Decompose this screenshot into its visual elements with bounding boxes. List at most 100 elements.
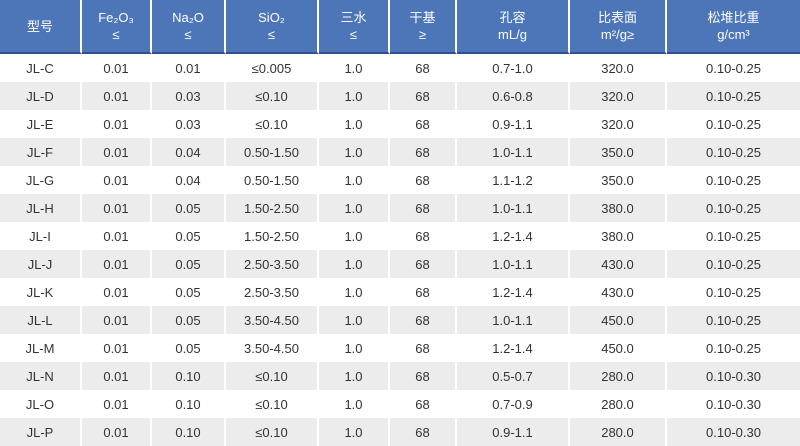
cell-surface-area: 380.0 [570, 194, 667, 222]
cell-surface-area: 320.0 [570, 110, 667, 138]
cell-na2o: 0.05 [152, 194, 226, 222]
table-row: JL-K 0.01 0.05 2.50-3.50 1.0 68 1.2-1.4 … [0, 278, 800, 306]
cell-na2o: 0.10 [152, 390, 226, 418]
cell-model: JL-K [0, 278, 82, 306]
cell-fe2o3: 0.01 [82, 362, 152, 390]
col-header-model: 型号 [0, 0, 82, 54]
cell-surface-area: 280.0 [570, 390, 667, 418]
cell-surface-area: 280.0 [570, 418, 667, 446]
table-row: JL-D 0.01 0.03 ≤0.10 1.0 68 0.6-0.8 320.… [0, 82, 800, 110]
cell-model: JL-J [0, 250, 82, 278]
header-unit: ≤ [112, 27, 120, 42]
cell-pore-volume: 1.2-1.4 [457, 334, 570, 362]
cell-bulk-density: 0.10-0.25 [706, 88, 761, 104]
cell-bulk-density: 0.10-0.25 [706, 200, 761, 216]
cell-model: JL-G [0, 166, 82, 194]
cell-dry-basis: 68 [390, 278, 457, 306]
cell-dry-basis: 68 [390, 418, 457, 446]
cell-trihydrate: 1.0 [319, 250, 390, 278]
cell-sio2: 2.50-3.50 [226, 278, 319, 306]
cell-trihydrate: 1.0 [319, 390, 390, 418]
cell-pore-volume: 0.6-0.8 [457, 82, 570, 110]
cell-dry-basis: 68 [390, 138, 457, 166]
cell-surface-area: 450.0 [570, 306, 667, 334]
cell-sio2: 3.50-4.50 [226, 334, 319, 362]
cell-sio2: 0.50-1.50 [226, 138, 319, 166]
cell-model: JL-O [0, 390, 82, 418]
cell-pore-volume: 0.9-1.1 [457, 418, 570, 446]
cell-bulk-density: 0.10-0.25 [706, 116, 761, 132]
table-row: JL-G 0.01 0.04 0.50-1.50 1.0 68 1.1-1.2 … [0, 166, 800, 194]
cell-fe2o3: 0.01 [82, 250, 152, 278]
cell-sio2: ≤0.10 [226, 418, 319, 446]
table-row: JL-H 0.01 0.05 1.50-2.50 1.0 68 1.0-1.1 … [0, 194, 800, 222]
cell-na2o: 0.03 [152, 82, 226, 110]
cell-bulk-density: 0.10-0.30 [706, 424, 761, 440]
cell-fe2o3: 0.01 [82, 306, 152, 334]
table-row: JL-C 0.01 0.01 ≤0.005 1.0 68 0.7-1.0 320… [0, 54, 800, 82]
col-header-na2o: Na₂O ≤ [152, 0, 226, 54]
cell-bulk-density: 0.10-0.25 [706, 228, 761, 244]
cell-dry-basis: 68 [390, 82, 457, 110]
cell-dry-basis: 68 [390, 334, 457, 362]
header-unit: ≤ [267, 27, 276, 42]
cell-na2o: 0.04 [152, 138, 226, 166]
cell-sio2: ≤0.10 [226, 362, 319, 390]
table-row: JL-L 0.01 0.05 3.50-4.50 1.0 68 1.0-1.1 … [0, 306, 800, 334]
cell-fe2o3: 0.01 [82, 194, 152, 222]
cell-pore-volume: 0.7-0.9 [457, 390, 570, 418]
cell-bulk-density: 0.10-0.25 [706, 284, 761, 300]
cell-pore-volume: 1.1-1.2 [457, 166, 570, 194]
cell-fe2o3: 0.01 [82, 418, 152, 446]
col-header-sio2: SiO₂ ≤ [226, 0, 319, 54]
col-header-surface-area: 比表面 m²/g≥ [570, 0, 667, 54]
cell-bulk-density: 0.10-0.25 [706, 340, 761, 356]
cell-fe2o3: 0.01 [82, 166, 152, 194]
cell-model: JL-N [0, 362, 82, 390]
cell-pore-volume: 1.0-1.1 [457, 138, 570, 166]
header-row: 型号 Fe₂O₃ ≤ Na₂O ≤ SiO₂ ≤ 三水 ≤ [0, 0, 800, 54]
cell-trihydrate: 1.0 [319, 334, 390, 362]
header-unit: m²/g≥ [600, 27, 635, 42]
cell-dry-basis: 68 [390, 390, 457, 418]
cell-pore-volume: 0.7-1.0 [457, 54, 570, 82]
cell-na2o: 0.04 [152, 166, 226, 194]
cell-model: JL-D [0, 82, 82, 110]
cell-fe2o3: 0.01 [82, 278, 152, 306]
cell-pore-volume: 1.2-1.4 [457, 222, 570, 250]
cell-dry-basis: 68 [390, 306, 457, 334]
table-row: JL-E 0.01 0.03 ≤0.10 1.0 68 0.9-1.1 320.… [0, 110, 800, 138]
cell-trihydrate: 1.0 [319, 82, 390, 110]
header-unit: ≥ [418, 27, 427, 42]
cell-sio2: ≤0.10 [226, 110, 319, 138]
table-row: JL-O 0.01 0.10 ≤0.10 1.0 68 0.7-0.9 280.… [0, 390, 800, 418]
cell-na2o: 0.01 [152, 54, 226, 82]
cell-fe2o3: 0.01 [82, 390, 152, 418]
cell-na2o: 0.05 [152, 334, 226, 362]
cell-model: JL-I [0, 222, 82, 250]
header-unit: ≤ [184, 27, 192, 42]
cell-pore-volume: 1.0-1.1 [457, 306, 570, 334]
header-unit: ≤ [349, 27, 358, 42]
cell-bulk-density: 0.10-0.25 [706, 60, 761, 76]
cell-surface-area: 320.0 [570, 82, 667, 110]
table-row: JL-J 0.01 0.05 2.50-3.50 1.0 68 1.0-1.1 … [0, 250, 800, 278]
header-label: Fe₂O₃ [98, 10, 134, 25]
cell-trihydrate: 1.0 [319, 418, 390, 446]
col-header-dry-basis: 干基 ≥ [390, 0, 457, 54]
cell-fe2o3: 0.01 [82, 54, 152, 82]
cell-dry-basis: 68 [390, 110, 457, 138]
cell-trihydrate: 1.0 [319, 54, 390, 82]
cell-sio2: 0.50-1.50 [226, 166, 319, 194]
cell-sio2: 2.50-3.50 [226, 250, 319, 278]
cell-bulk-density: 0.10-0.30 [706, 396, 761, 412]
header-unit: g/cm³ [717, 27, 750, 42]
cell-fe2o3: 0.01 [82, 110, 152, 138]
header-label: 三水 [340, 10, 367, 25]
cell-sio2: 3.50-4.50 [226, 306, 319, 334]
cell-bulk-density: 0.10-0.25 [706, 312, 761, 328]
cell-surface-area: 430.0 [570, 278, 667, 306]
cell-model: JL-H [0, 194, 82, 222]
